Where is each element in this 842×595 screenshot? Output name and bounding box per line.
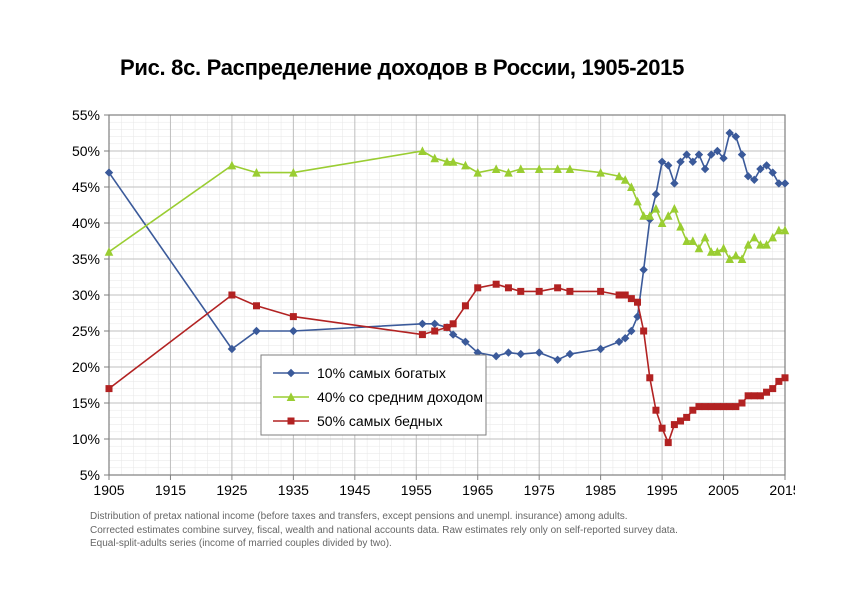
svg-text:55%: 55% [72, 107, 100, 123]
svg-text:25%: 25% [72, 323, 100, 339]
svg-text:1905: 1905 [93, 482, 124, 495]
legend: 10% самых богатых 40% со средним доходом 5… [261, 355, 486, 435]
svg-text:20%: 20% [72, 359, 100, 375]
svg-text:1995: 1995 [647, 482, 678, 495]
svg-text:2005: 2005 [708, 482, 739, 495]
footnote: Distribution of pretax national income (… [90, 510, 780, 551]
svg-text:1925: 1925 [216, 482, 247, 495]
legend-label: 40% со средним доходом [317, 389, 483, 405]
svg-text:1975: 1975 [524, 482, 555, 495]
svg-text:1985: 1985 [585, 482, 616, 495]
footnote-line: Corrected estimates combine survey, fisc… [90, 524, 780, 538]
svg-text:35%: 35% [72, 251, 100, 267]
legend-label: 10% самых богатых [317, 365, 446, 381]
svg-text:40%: 40% [72, 215, 100, 231]
svg-text:30%: 30% [72, 287, 100, 303]
svg-text:1945: 1945 [339, 482, 370, 495]
svg-text:2015: 2015 [769, 482, 795, 495]
legend-label: 50% самых бедных [317, 413, 443, 429]
svg-text:10%: 10% [72, 431, 100, 447]
svg-text:50%: 50% [72, 143, 100, 159]
svg-text:5%: 5% [80, 467, 100, 483]
svg-text:1915: 1915 [155, 482, 186, 495]
chart-area: 1905 1915 1925 1935 1945 1955 1965 1975 1985 1995… [55, 105, 795, 495]
svg-text:1955: 1955 [401, 482, 432, 495]
svg-text:45%: 45% [72, 179, 100, 195]
svg-text:1935: 1935 [278, 482, 309, 495]
svg-text:15%: 15% [72, 395, 100, 411]
chart-title: Рис. 8c. Распределение доходов в России,… [120, 55, 684, 81]
footnote-line: Distribution of pretax national income (… [90, 510, 780, 524]
footnote-line: Equal-split-adults series (income of mar… [90, 537, 780, 551]
svg-text:1965: 1965 [462, 482, 493, 495]
